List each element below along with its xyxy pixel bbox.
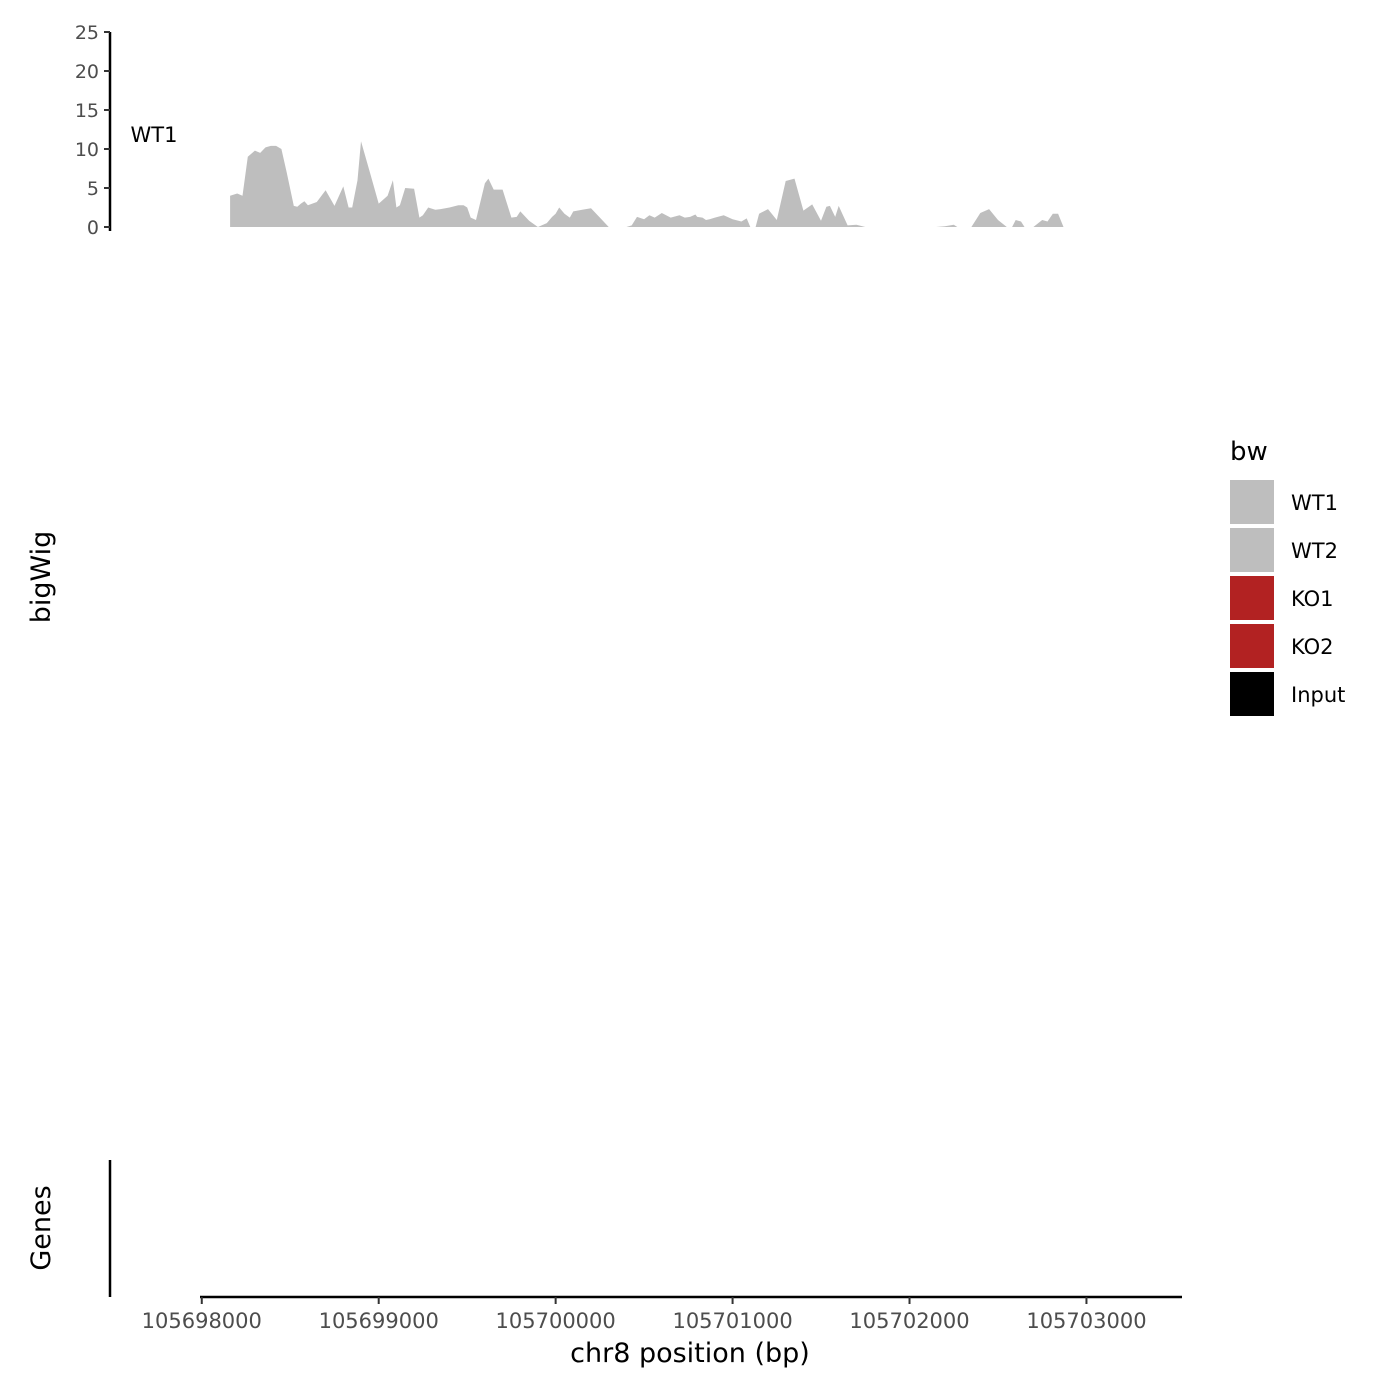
legend-key <box>1230 576 1274 620</box>
legend-title: bw <box>1230 437 1268 467</box>
x-tick-label: 105702000 <box>849 1309 969 1333</box>
legend-label: KO1 <box>1291 587 1334 611</box>
genes-axis-title: Genes <box>26 1185 57 1270</box>
x-tick-label: 105700000 <box>496 1309 616 1333</box>
legend-label: KO2 <box>1291 635 1334 659</box>
x-axis-title: chr8 position (bp) <box>570 1338 810 1369</box>
y-tick-label: 20 <box>75 61 99 83</box>
y-tick-label: 25 <box>75 22 99 44</box>
legend-key <box>1230 480 1274 524</box>
x-tick-label: 105703000 <box>1026 1309 1146 1333</box>
legend-label: Input <box>1291 683 1345 707</box>
legend-key <box>1230 672 1274 716</box>
y-axis-title: bigWig <box>26 531 57 624</box>
x-tick-label: 105698000 <box>142 1309 262 1333</box>
legend-label: WT2 <box>1291 539 1338 563</box>
track-label: WT1 <box>131 123 178 147</box>
y-tick-label: 10 <box>75 139 99 161</box>
x-tick-label: 105699000 <box>319 1309 439 1333</box>
x-axis: 105698000 105699000 105700000 105701000 1057… <box>142 1295 1182 1333</box>
legend-key <box>1230 528 1274 572</box>
y-tick-label: 0 <box>87 217 99 239</box>
y-tick-label: 5 <box>87 178 99 200</box>
y-tick-label: 15 <box>75 100 99 122</box>
track-wt1: 0 5 10 15 20 25 WT1 <box>75 22 1098 239</box>
coverage-area <box>230 141 1098 227</box>
legend-label: WT1 <box>1291 491 1338 515</box>
track-panels: 0 5 10 15 20 25 WT1 <box>75 22 1098 239</box>
x-tick-label: 105701000 <box>672 1309 792 1333</box>
legend-key <box>1230 624 1274 668</box>
legend: bw WT1 WT2 KO1 KO2 Input <box>1230 437 1345 716</box>
